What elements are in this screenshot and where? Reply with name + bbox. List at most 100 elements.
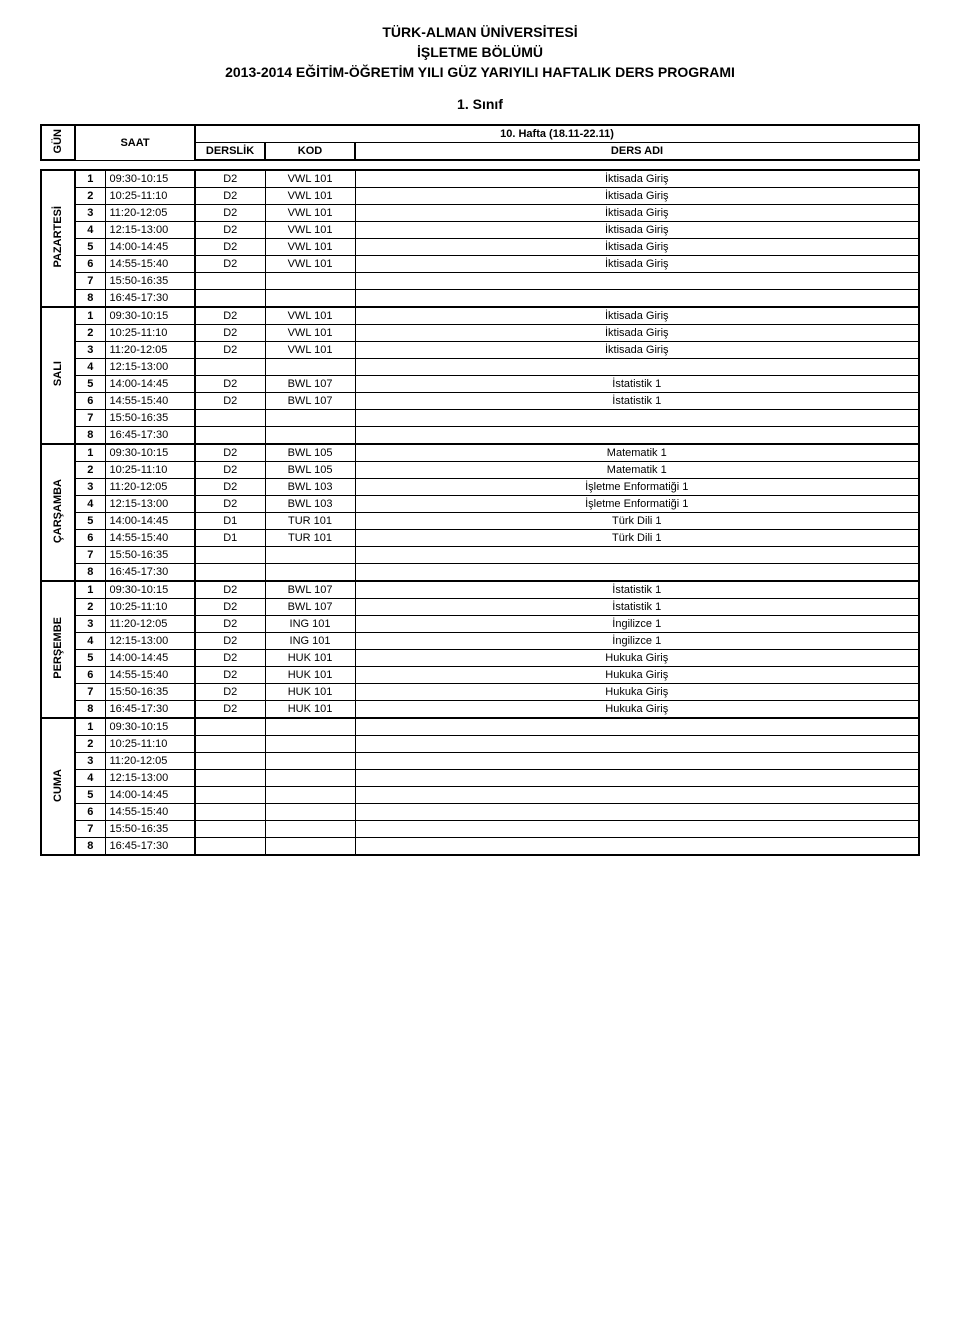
schedule-row: CUMA109:30-10:15	[41, 718, 919, 736]
schedule-row: 514:00-14:45D2HUK 101Hukuka Giriş	[41, 650, 919, 667]
classroom	[195, 787, 265, 804]
classroom	[195, 359, 265, 376]
course-name: İstatistik 1	[355, 599, 919, 616]
period-index: 8	[75, 838, 105, 856]
time-slot: 12:15-13:00	[105, 222, 195, 239]
period-index: 2	[75, 736, 105, 753]
classroom: D2	[195, 239, 265, 256]
schedule-row: 816:45-17:30	[41, 564, 919, 582]
time-slot: 14:55-15:40	[105, 804, 195, 821]
period-index: 6	[75, 393, 105, 410]
course-name: Hukuka Giriş	[355, 684, 919, 701]
classroom	[195, 564, 265, 582]
period-index: 5	[75, 376, 105, 393]
course-code: VWL 101	[265, 256, 355, 273]
course-code	[265, 547, 355, 564]
time-slot: 14:55-15:40	[105, 667, 195, 684]
classroom: D1	[195, 530, 265, 547]
course-name	[355, 718, 919, 736]
day-label-text: PAZARTESİ	[52, 206, 64, 268]
course-code	[265, 359, 355, 376]
period-index: 7	[75, 684, 105, 701]
period-index: 6	[75, 530, 105, 547]
time-slot: 09:30-10:15	[105, 581, 195, 599]
period-index: 1	[75, 444, 105, 462]
schedule-row: 514:00-14:45D2BWL 107İstatistik 1	[41, 376, 919, 393]
schedule-page: TÜRK-ALMAN ÜNİVERSİTESİ İŞLETME BÖLÜMÜ 2…	[0, 0, 960, 896]
time-slot: 15:50-16:35	[105, 821, 195, 838]
schedule-row: 311:20-12:05D2BWL 103İşletme Enformatiği…	[41, 479, 919, 496]
time-slot: 11:20-12:05	[105, 205, 195, 222]
classroom	[195, 273, 265, 290]
classroom	[195, 410, 265, 427]
time-slot: 09:30-10:15	[105, 170, 195, 188]
time-slot: 09:30-10:15	[105, 444, 195, 462]
period-index: 5	[75, 650, 105, 667]
header-gun: GÜN	[41, 125, 75, 160]
course-name	[355, 838, 919, 856]
schedule-row: 412:15-13:00D2BWL 103İşletme Enformatiği…	[41, 496, 919, 513]
schedule-row: PAZARTESİ109:30-10:15D2VWL 101İktisada G…	[41, 170, 919, 188]
period-index: 6	[75, 667, 105, 684]
course-name: İktisada Giriş	[355, 205, 919, 222]
course-name	[355, 290, 919, 308]
classroom	[195, 770, 265, 787]
course-name: Hukuka Giriş	[355, 701, 919, 719]
time-slot: 15:50-16:35	[105, 547, 195, 564]
classroom: D2	[195, 325, 265, 342]
schedule-row: 412:15-13:00D2VWL 101İktisada Giriş	[41, 222, 919, 239]
course-code: VWL 101	[265, 342, 355, 359]
course-name: İstatistik 1	[355, 376, 919, 393]
schedule-row: 412:15-13:00	[41, 770, 919, 787]
course-name: İngilizce 1	[355, 633, 919, 650]
header-week: 10. Hafta (18.11-22.11)	[195, 125, 919, 143]
schedule-row: 412:15-13:00	[41, 359, 919, 376]
period-index: 5	[75, 239, 105, 256]
schedule-row: 816:45-17:30D2HUK 101Hukuka Giriş	[41, 701, 919, 719]
period-index: 8	[75, 290, 105, 308]
course-name: Matematik 1	[355, 462, 919, 479]
course-code: VWL 101	[265, 239, 355, 256]
period-index: 3	[75, 753, 105, 770]
period-index: 6	[75, 804, 105, 821]
course-name	[355, 359, 919, 376]
day-label-text: CUMA	[52, 769, 64, 802]
header-ders-adi: DERS ADI	[355, 143, 919, 161]
schedule-row: 816:45-17:30	[41, 838, 919, 856]
schedule-row: 715:50-16:35	[41, 547, 919, 564]
course-name	[355, 787, 919, 804]
schedule-row: 816:45-17:30	[41, 290, 919, 308]
classroom: D2	[195, 444, 265, 462]
schedule-row: 311:20-12:05D2ING 101İngilizce 1	[41, 616, 919, 633]
classroom: D2	[195, 205, 265, 222]
course-code	[265, 410, 355, 427]
period-index: 7	[75, 273, 105, 290]
course-code	[265, 770, 355, 787]
title-program: 2013-2014 EĞİTİM-ÖĞRETİM YILI GÜZ YARIYI…	[40, 64, 920, 80]
header-row-top: GÜN SAAT 10. Hafta (18.11-22.11)	[41, 125, 919, 143]
classroom: D2	[195, 222, 265, 239]
schedule-row: 514:00-14:45	[41, 787, 919, 804]
classroom: D2	[195, 684, 265, 701]
course-name	[355, 547, 919, 564]
schedule-row: SALI109:30-10:15D2VWL 101İktisada Giriş	[41, 307, 919, 325]
schedule-row: 614:55-15:40D1TUR 101Türk Dili 1	[41, 530, 919, 547]
course-code	[265, 273, 355, 290]
course-name: İktisada Giriş	[355, 307, 919, 325]
time-slot: 10:25-11:10	[105, 462, 195, 479]
day-label: ÇARŞAMBA	[41, 444, 75, 581]
time-slot: 11:20-12:05	[105, 753, 195, 770]
day-label: PERŞEMBE	[41, 581, 75, 718]
period-index: 1	[75, 170, 105, 188]
course-code: ING 101	[265, 633, 355, 650]
day-label-text: ÇARŞAMBA	[52, 479, 64, 543]
period-index: 2	[75, 599, 105, 616]
course-name	[355, 821, 919, 838]
day-label-text: PERŞEMBE	[52, 617, 64, 679]
period-index: 3	[75, 205, 105, 222]
schedule-row: 210:25-11:10	[41, 736, 919, 753]
course-code: BWL 107	[265, 581, 355, 599]
day-label: PAZARTESİ	[41, 170, 75, 307]
classroom: D2	[195, 256, 265, 273]
time-slot: 10:25-11:10	[105, 736, 195, 753]
